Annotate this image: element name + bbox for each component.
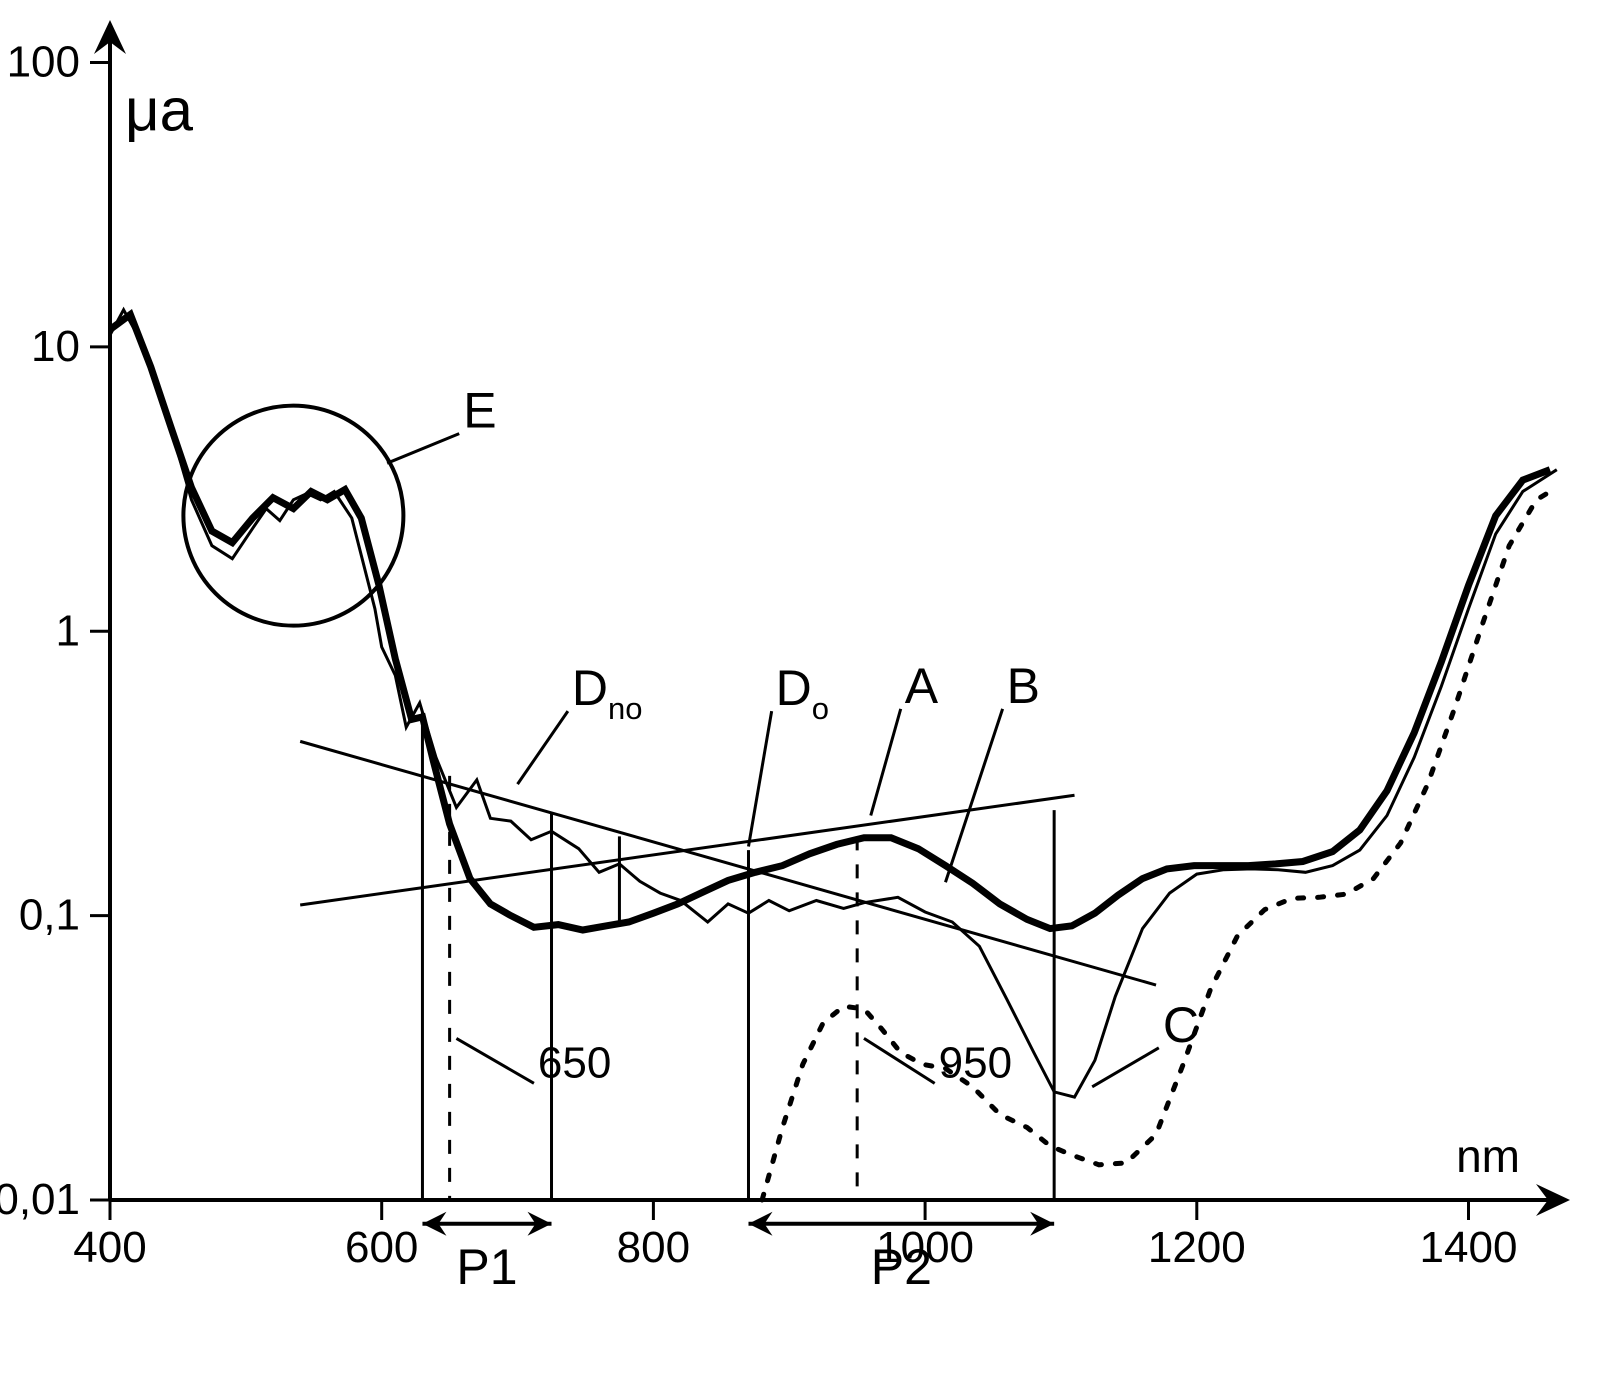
highlight-circle-E xyxy=(183,406,403,626)
y-tick-label: 0,01 xyxy=(0,1175,80,1224)
leader-A xyxy=(871,709,901,816)
leader-B xyxy=(945,709,1002,882)
anno-m950: 950 xyxy=(939,1038,1012,1087)
anno-m650: 650 xyxy=(538,1038,611,1087)
y-tick-label: 1 xyxy=(56,606,80,655)
curve-dotted-C xyxy=(762,488,1557,1200)
leader-C xyxy=(1092,1048,1159,1087)
curve-thin-Dno xyxy=(110,310,1557,1097)
anno-Dno: Dno xyxy=(572,660,643,726)
range-label-P1: P1 xyxy=(456,1239,517,1295)
x-tick-label: 600 xyxy=(345,1223,418,1272)
x-tick-label: 400 xyxy=(73,1223,146,1272)
leader-E xyxy=(387,434,459,464)
range-label-P2: P2 xyxy=(871,1239,932,1295)
guide-line-B xyxy=(300,741,1156,985)
leader-Do xyxy=(748,711,771,846)
anno-E: E xyxy=(463,383,496,439)
y-tick-label: 10 xyxy=(31,322,80,371)
anno-A: A xyxy=(905,658,939,714)
y-tick-label: 100 xyxy=(7,38,80,87)
leader-m950 xyxy=(864,1038,935,1083)
x-tick-label: 1400 xyxy=(1420,1223,1518,1272)
y-axis-label: μa xyxy=(125,77,194,144)
anno-B: B xyxy=(1007,658,1040,714)
x-tick-label: 800 xyxy=(617,1223,690,1272)
x-tick-label: 1200 xyxy=(1148,1223,1246,1272)
spectral-chart: 400600800100012001400nm0,010,1110100μaP1… xyxy=(0,0,1601,1385)
x-axis-label: nm xyxy=(1456,1130,1520,1182)
leader-Dno xyxy=(518,711,568,784)
leader-m650 xyxy=(456,1038,534,1083)
anno-Do: Do xyxy=(776,660,829,726)
anno-C: C xyxy=(1163,997,1199,1053)
y-tick-label: 0,1 xyxy=(19,891,80,940)
